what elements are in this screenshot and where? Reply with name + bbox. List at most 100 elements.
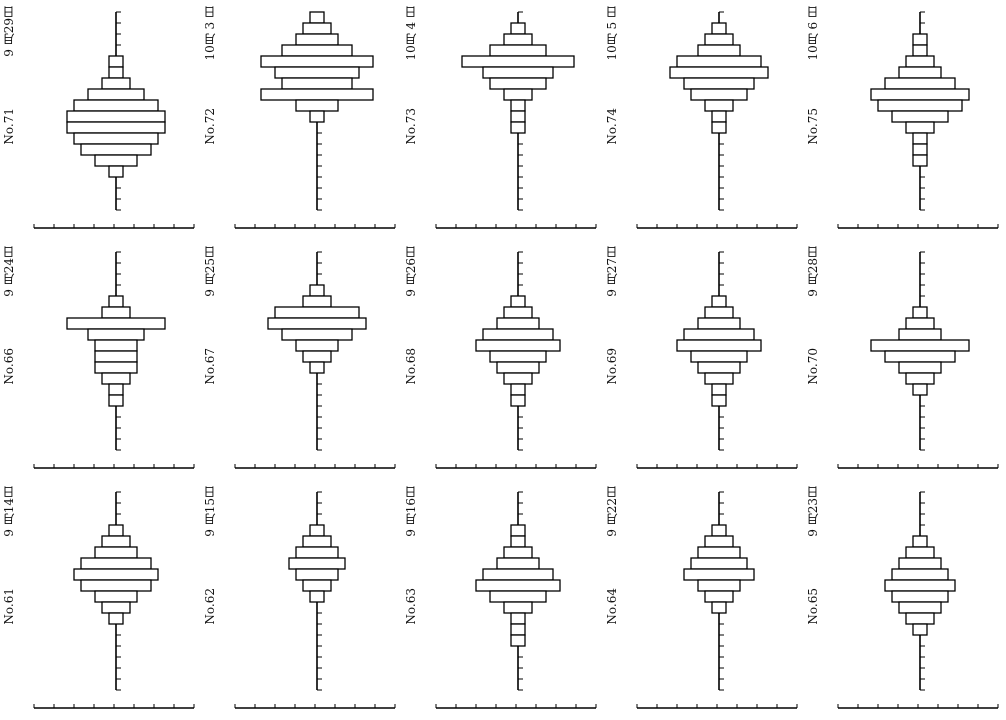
panel-number-label: No.73 — [404, 108, 418, 145]
histogram-bar — [912, 33, 928, 46]
histogram-bar — [510, 394, 526, 407]
histogram-bar — [870, 88, 970, 101]
histogram-bar — [704, 372, 734, 385]
histogram-bar — [912, 535, 928, 548]
panel-date-label: 9 月15日 — [203, 486, 217, 537]
histogram-bar — [690, 557, 748, 570]
histogram-bar — [496, 317, 540, 330]
histogram-svg — [435, 491, 597, 709]
histogram-bar — [108, 66, 124, 79]
histogram-bar — [295, 33, 339, 46]
histogram-bar — [108, 612, 124, 625]
histogram-bar — [101, 535, 131, 548]
histogram-bar — [704, 99, 734, 112]
histogram-bar — [295, 339, 339, 352]
histogram-bar — [711, 22, 727, 35]
histogram-panel: 10月 5 日 No.74 — [603, 0, 804, 240]
histogram-bar — [704, 306, 734, 319]
histogram-bar — [891, 568, 949, 581]
panel-date-label: 10月 6 日 — [806, 6, 820, 61]
histogram-bar — [912, 44, 928, 57]
histogram-bar — [697, 44, 741, 57]
histogram-bar — [711, 110, 727, 123]
histogram-bar — [94, 546, 138, 559]
histogram-bar — [489, 350, 547, 363]
histogram-svg — [636, 491, 798, 709]
histogram-bar — [309, 110, 325, 123]
histogram-bar — [912, 143, 928, 156]
histogram-bar — [281, 328, 353, 341]
panel-date-label: 9 月24日 — [2, 246, 16, 297]
histogram-bar — [108, 295, 124, 308]
histogram-bar — [704, 590, 734, 603]
histogram-bar — [73, 99, 159, 112]
histogram-svg — [837, 251, 999, 469]
histogram-bar — [302, 579, 332, 592]
panel-date-label: 9 月28日 — [806, 246, 820, 297]
histogram-bar — [108, 165, 124, 178]
histogram-panel: 9 月27日 No.69 — [603, 240, 804, 480]
histogram-bar — [510, 22, 526, 35]
histogram-bar — [295, 546, 339, 559]
histogram-bar — [711, 383, 727, 396]
histogram-bar — [711, 121, 727, 134]
histogram-svg — [33, 251, 195, 469]
histogram-bar — [711, 601, 727, 614]
histogram-bar — [475, 579, 561, 592]
histogram-bar — [905, 317, 935, 330]
histogram-bar — [704, 535, 734, 548]
histogram-bar — [94, 590, 138, 603]
histogram-bar — [302, 535, 332, 548]
histogram-bar — [94, 361, 138, 374]
histogram-bar — [884, 77, 956, 90]
histogram-bar — [73, 568, 159, 581]
panel-number-label: No.67 — [203, 348, 217, 385]
panel-date-label: 10月 4 日 — [404, 6, 418, 61]
histogram-bar — [510, 110, 526, 123]
histogram-bar — [309, 361, 325, 374]
histogram-bar — [87, 88, 145, 101]
histogram-panel: 9 月15日 No.62 — [201, 480, 402, 720]
histogram-bar — [683, 77, 755, 90]
histogram-bar — [503, 33, 533, 46]
histogram-bar — [87, 328, 145, 341]
histogram-bar — [898, 557, 942, 570]
panel-number-label: No.62 — [203, 588, 217, 625]
panel-number-label: No.61 — [2, 588, 16, 625]
histogram-panel: 9 月26日 No.68 — [402, 240, 603, 480]
histogram-bar — [503, 306, 533, 319]
histogram-bar — [489, 77, 547, 90]
histogram-bar — [510, 295, 526, 308]
panel-date-label: 9 月16日 — [404, 486, 418, 537]
histogram-panel: 9 月24日 No.66 — [0, 240, 201, 480]
histogram-bar — [676, 55, 762, 68]
histogram-bar — [711, 394, 727, 407]
histogram-bar — [302, 295, 332, 308]
histogram-svg — [33, 11, 195, 229]
histogram-panel: 9 月22日 No.64 — [603, 480, 804, 720]
histogram-bar — [905, 612, 935, 625]
histogram-svg — [435, 251, 597, 469]
histogram-bar — [94, 339, 138, 352]
histogram-bar — [94, 350, 138, 363]
histogram-bar — [281, 44, 353, 57]
histogram-bar — [475, 339, 561, 352]
histogram-panel: 9 月28日 No.70 — [804, 240, 1005, 480]
histogram-bar — [711, 295, 727, 308]
histogram-bar — [891, 590, 949, 603]
histogram-bar — [101, 77, 131, 90]
panel-number-label: No.70 — [806, 348, 820, 385]
histogram-bar — [489, 590, 547, 603]
histogram-bar — [697, 546, 741, 559]
histogram-bar — [905, 372, 935, 385]
panel-date-label: 9 月27日 — [605, 246, 619, 297]
histogram-bar — [281, 77, 353, 90]
histogram-bar — [461, 55, 575, 68]
histogram-bar — [690, 350, 748, 363]
panel-number-label: No.71 — [2, 108, 16, 145]
histogram-bar — [108, 55, 124, 68]
histogram-bar — [94, 154, 138, 167]
panel-number-label: No.64 — [605, 588, 619, 625]
histogram-bar — [912, 306, 928, 319]
